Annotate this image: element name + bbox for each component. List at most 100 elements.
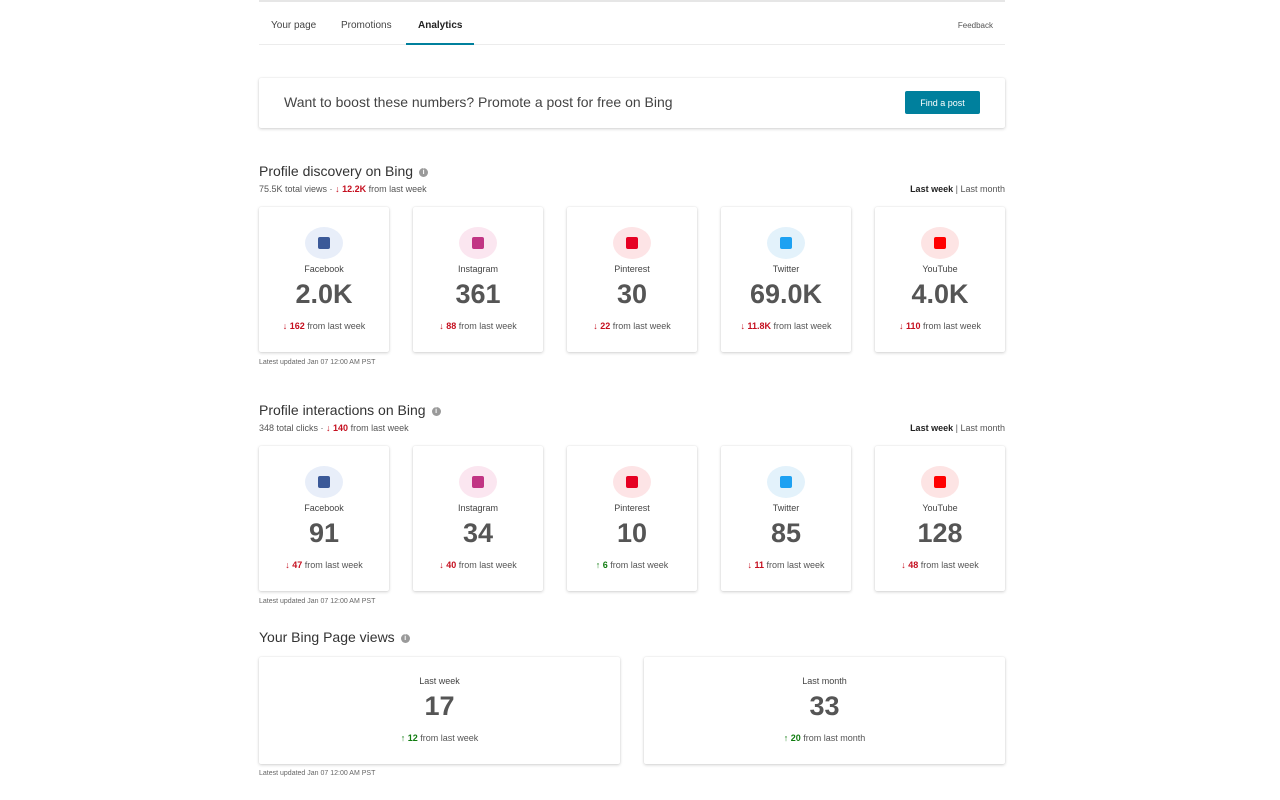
period-last-week[interactable]: Last week <box>910 423 954 433</box>
period-last-week[interactable]: Last week <box>910 184 954 194</box>
platform-delta-row: ↓ 88 from last week <box>413 321 543 331</box>
pinterest-icon <box>626 237 638 249</box>
platform-value: 10 <box>616 518 648 548</box>
period-separator: | <box>955 423 958 433</box>
page-views-last-week-card: Last week 17 ↑ 12 from last week <box>259 657 620 764</box>
platform-delta: ↓ 48 <box>901 560 919 570</box>
platform-delta-row: ↓ 11.8K from last week <box>721 321 851 331</box>
platform-delta: ↓ 11 <box>747 560 764 570</box>
platform-delta: ↓ 110 <box>898 321 921 331</box>
platform-delta-row: ↓ 162 from last week <box>259 321 389 331</box>
platform-delta-suffix: from last week <box>766 560 825 570</box>
info-icon[interactable]: i <box>400 634 410 643</box>
page-views-last-month-card: Last month 33 ↑ 20 from last month <box>644 657 1005 764</box>
platform-card-twitter: Twitter 85 ↓ 11 from last week <box>721 446 851 591</box>
platform-value: 30 <box>616 279 648 309</box>
tab-bar: Your page Promotions Analytics Feedback <box>259 0 1005 45</box>
platform-delta: ↓ 88 <box>439 321 457 331</box>
pv-delta: ↑ 12 <box>400 733 418 743</box>
pv-label: Last week <box>419 676 460 686</box>
platform-delta-suffix: from last week <box>773 321 832 331</box>
page-views-title-text: Your Bing Page views <box>259 629 395 645</box>
platform-label: Facebook <box>304 503 344 513</box>
platform-delta-suffix: from last week <box>458 321 517 331</box>
platform-delta-suffix: from last week <box>610 560 669 570</box>
platform-value: 91 <box>308 518 340 548</box>
platform-card-youtube: YouTube 4.0K ↓ 110 from last week <box>875 207 1005 352</box>
tab-promotions[interactable]: Promotions <box>341 20 392 31</box>
facebook-icon <box>318 476 330 488</box>
tab-analytics[interactable]: Analytics <box>406 20 475 45</box>
discovery-title-text: Profile discovery on Bing <box>259 163 414 179</box>
discovery-title: Profile discovery on Bing i <box>259 163 429 179</box>
pv-label: Last month <box>802 676 847 686</box>
pv-delta-row: ↑ 12 from last week <box>259 733 620 743</box>
feedback-link[interactable]: Feedback <box>957 21 993 30</box>
twitter-icon <box>780 476 792 488</box>
platform-value: 2.0K <box>295 279 353 309</box>
period-last-month[interactable]: Last month <box>960 423 1005 433</box>
discovery-updated: Latest updated Jan 07 12:00 AM PST <box>259 359 376 366</box>
pv-suffix: from last week <box>420 733 479 743</box>
icon-circle <box>459 466 497 498</box>
period-last-month[interactable]: Last month <box>960 184 1005 194</box>
platform-delta-row: ↓ 110 from last week <box>875 321 1005 331</box>
pv-delta-row: ↑ 20 from last month <box>644 733 1005 743</box>
page-views-updated: Latest updated Jan 07 12:00 AM PST <box>259 770 376 777</box>
platform-delta-row: ↓ 22 from last week <box>567 321 697 331</box>
icon-circle <box>767 466 805 498</box>
icon-circle <box>613 466 651 498</box>
platform-delta-suffix: from last week <box>923 321 982 331</box>
platform-value: 128 <box>917 518 963 548</box>
platform-card-youtube: YouTube 128 ↓ 48 from last week <box>875 446 1005 591</box>
platform-delta-row: ↓ 48 from last week <box>875 560 1005 570</box>
platform-label: Twitter <box>772 264 800 274</box>
promo-banner: Want to boost these numbers? Promote a p… <box>259 78 1005 128</box>
platform-delta: ↓ 11.8K <box>740 321 771 331</box>
twitter-icon <box>780 237 792 249</box>
platform-delta-suffix: from last week <box>458 560 517 570</box>
platform-delta: ↓ 47 <box>285 560 303 570</box>
interactions-title: Profile interactions on Bing i <box>259 402 441 418</box>
page-views-title: Your Bing Page views i <box>259 629 410 645</box>
platform-card-facebook: Facebook 2.0K ↓ 162 from last week <box>259 207 389 352</box>
platform-delta: ↓ 162 <box>282 321 305 331</box>
platform-card-instagram: Instagram 361 ↓ 88 from last week <box>413 207 543 352</box>
platform-delta-suffix: from last week <box>304 560 363 570</box>
platform-label: Pinterest <box>614 264 650 274</box>
interactions-period-toggle: Last week | Last month <box>910 423 1005 433</box>
platform-label: Instagram <box>457 503 499 513</box>
pinterest-icon <box>626 476 638 488</box>
discovery-period-toggle: Last week | Last month <box>910 184 1005 194</box>
platform-label: Pinterest <box>614 503 650 513</box>
youtube-icon <box>934 237 946 249</box>
platform-delta-row: ↓ 11 from last week <box>721 560 851 570</box>
icon-circle <box>459 227 497 259</box>
promo-text: Want to boost these numbers? Promote a p… <box>284 94 673 110</box>
platform-delta-row: ↓ 47 from last week <box>259 560 389 570</box>
instagram-icon <box>472 237 484 249</box>
discovery-summary: 75.5K total views · ↓ 12.2K from last we… <box>259 184 427 194</box>
period-separator: | <box>955 184 958 194</box>
youtube-icon <box>934 476 946 488</box>
icon-circle <box>921 227 959 259</box>
platform-label: Facebook <box>304 264 344 274</box>
interactions-updated: Latest updated Jan 07 12:00 AM PST <box>259 598 376 605</box>
icon-circle <box>305 227 343 259</box>
find-a-post-button[interactable]: Find a post <box>905 91 980 114</box>
instagram-icon <box>472 476 484 488</box>
discovery-total: 75.5K total views · <box>259 184 333 194</box>
tab-your-page[interactable]: Your page <box>271 20 317 31</box>
pv-suffix: from last month <box>803 733 866 743</box>
pv-value: 33 <box>809 691 840 721</box>
platform-delta-suffix: from last week <box>612 321 671 331</box>
info-icon[interactable]: i <box>419 168 429 177</box>
platform-delta: ↑ 6 <box>595 560 608 570</box>
top-divider <box>259 0 1005 2</box>
icon-circle <box>921 466 959 498</box>
interactions-summary: 348 total clicks · ↓ 140 from last week <box>259 423 409 433</box>
platform-delta: ↓ 40 <box>439 560 457 570</box>
pv-value: 17 <box>424 691 455 721</box>
icon-circle <box>767 227 805 259</box>
info-icon[interactable]: i <box>431 407 441 416</box>
